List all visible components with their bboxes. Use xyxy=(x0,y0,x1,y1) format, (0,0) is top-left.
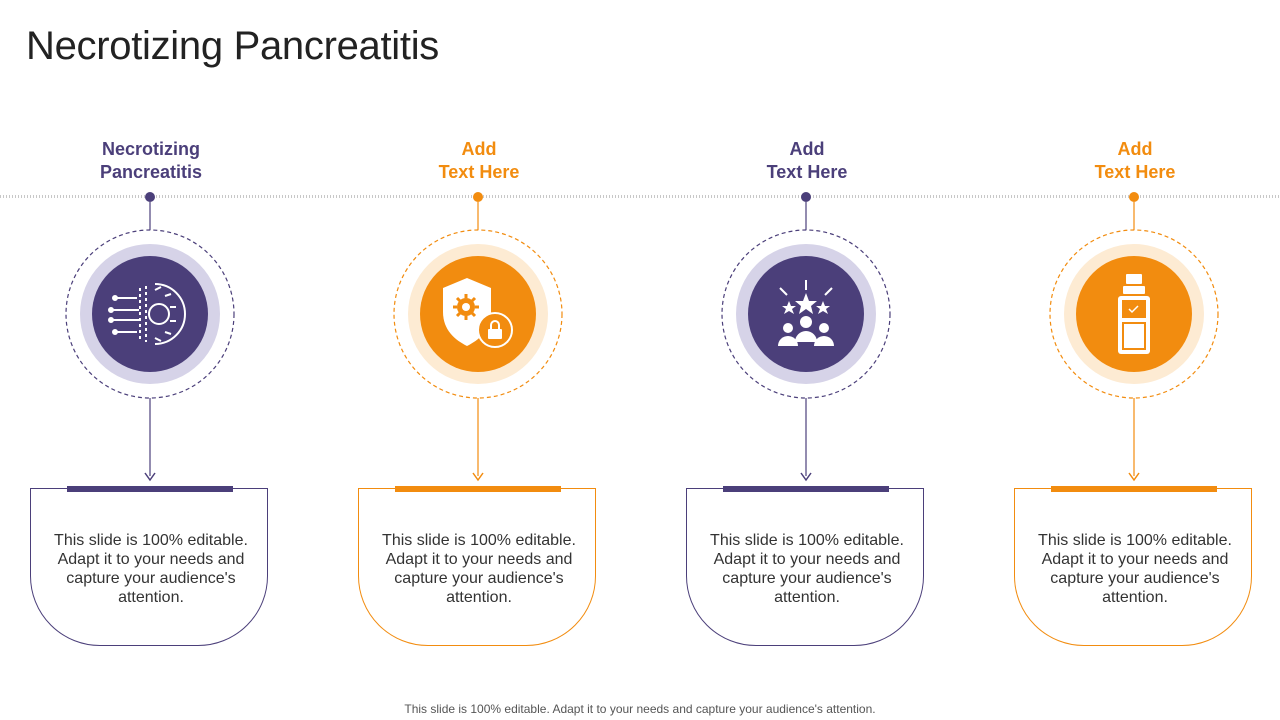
column-2: Add Text Here This slide is 100% editabl… xyxy=(358,0,599,720)
dashed-outer-ring xyxy=(721,229,891,399)
heading-line-1: Add xyxy=(789,139,825,159)
column-heading: Add Text Here xyxy=(687,138,927,184)
card-text: This slide is 100% editable. Adapt it to… xyxy=(710,532,904,606)
team-stars-icon xyxy=(778,280,834,346)
heading-line-2: Text Here xyxy=(438,162,520,182)
description-card xyxy=(30,488,268,646)
heading-line-2: Text Here xyxy=(766,162,848,182)
description-card xyxy=(358,488,596,646)
arrow-head xyxy=(144,472,156,482)
connector-graphic xyxy=(393,192,563,482)
card-accent-bar xyxy=(723,486,889,492)
card-accent-bar xyxy=(67,486,233,492)
connector-graphic xyxy=(721,192,891,482)
connector-graphic xyxy=(65,192,235,482)
timeline-dot xyxy=(145,192,155,202)
timeline-dot xyxy=(473,192,483,202)
card-text: This slide is 100% editable. Adapt it to… xyxy=(382,532,576,606)
description-card xyxy=(1014,488,1252,646)
shield-lock-gear-icon xyxy=(443,278,513,348)
arrow-head xyxy=(800,472,812,482)
column-heading: Add Text Here xyxy=(1015,138,1255,184)
heading-line-2: Text Here xyxy=(1094,162,1176,182)
card-accent-bar xyxy=(395,486,561,492)
dashed-outer-ring xyxy=(65,229,235,399)
footer-note: This slide is 100% editable. Adapt it to… xyxy=(404,702,876,716)
column-heading: Add Text Here xyxy=(359,138,599,184)
arrow-head xyxy=(1128,472,1140,482)
column-1: Necrotizing Pancreatitis This slide is 1… xyxy=(30,0,271,720)
timeline-dot xyxy=(801,192,811,202)
heading-line-1: Add xyxy=(461,139,497,159)
bottle-icon xyxy=(1118,274,1150,354)
card-text: This slide is 100% editable. Adapt it to… xyxy=(54,532,248,606)
icon-disc xyxy=(748,256,864,372)
connector-graphic xyxy=(1049,192,1219,482)
dotted-timeline xyxy=(0,195,1280,198)
card-text: This slide is 100% editable. Adapt it to… xyxy=(1038,532,1232,606)
column-heading: Necrotizing Pancreatitis xyxy=(31,138,271,184)
slide-title: Necrotizing Pancreatitis xyxy=(26,24,439,68)
dashed-outer-ring xyxy=(1049,229,1219,399)
digital-gear-icon xyxy=(108,283,186,345)
card-accent-bar xyxy=(1051,486,1217,492)
heading-line-2: Pancreatitis xyxy=(99,162,203,182)
timeline-dot xyxy=(1129,192,1139,202)
heading-line-1: Necrotizing xyxy=(101,139,200,159)
arrow-head xyxy=(472,472,484,482)
description-card xyxy=(686,488,924,646)
column-3: Add Text Here This slide is 100% editabl… xyxy=(686,0,927,720)
heading-line-1: Add xyxy=(1117,139,1153,159)
column-4: Add Text Here This slide is 100% editabl… xyxy=(1014,0,1255,720)
dashed-outer-ring xyxy=(393,229,563,399)
